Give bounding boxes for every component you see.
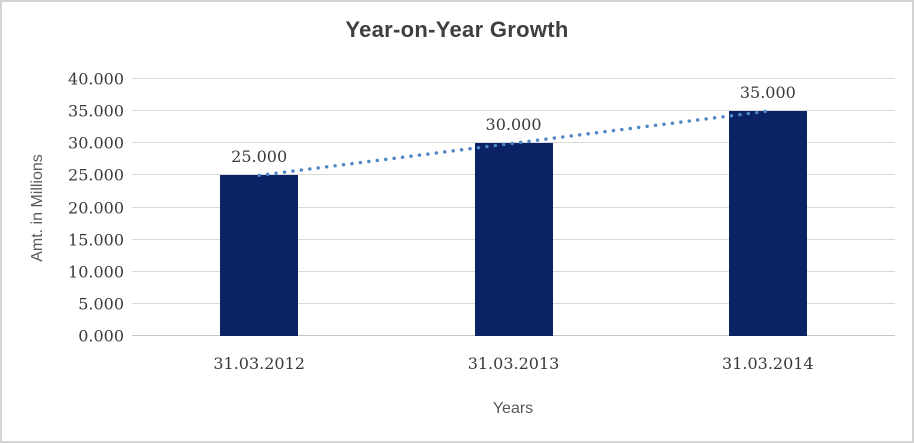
- plot-area: 25.000 30.000 35.000 31.03.2012 31.03.2013 3…: [132, 78, 895, 373]
- y-tick-label: 0.000: [78, 326, 124, 346]
- data-label: 25.000: [231, 147, 288, 167]
- y-tick-labels: 0.000 5.000 10.000 15.000 20.000 25.000 30.000…: [2, 70, 124, 346]
- y-tick-label: 30.000: [68, 133, 124, 153]
- y-tick-label: 10.000: [68, 262, 124, 282]
- y-tick-label: 40.000: [68, 69, 124, 89]
- x-tick-label: 31.03.2012: [213, 354, 305, 373]
- bar-31.03.2013[interactable]: [474, 143, 553, 336]
- gridline: [132, 110, 895, 112]
- y-tick-label: 25.000: [68, 165, 124, 185]
- y-tick-label: 35.000: [68, 101, 124, 121]
- x-tick-label: 31.03.2014: [722, 354, 814, 373]
- x-tick-label: 31.03.2013: [467, 354, 560, 373]
- y-tick-label: 5.000: [78, 294, 124, 314]
- x-axis-title: Years: [492, 400, 534, 417]
- data-label: 35.000: [739, 83, 796, 103]
- bar-31.03.2014[interactable]: [728, 111, 807, 336]
- data-label: 30.000: [485, 115, 542, 135]
- y-tick-label: 20.000: [68, 198, 124, 217]
- bar-31.03.2012[interactable]: [220, 175, 299, 336]
- data-labels: 25.000 30.000 35.000: [132, 79, 895, 336]
- bars: [132, 79, 895, 336]
- gridline: [132, 78, 895, 79]
- trendline[interactable]: [132, 79, 895, 336]
- trendline-path[interactable]: [257, 109, 770, 178]
- y-tick-label: 15.000: [68, 230, 124, 250]
- chart-title: Year-on-Year Growth: [345, 17, 569, 42]
